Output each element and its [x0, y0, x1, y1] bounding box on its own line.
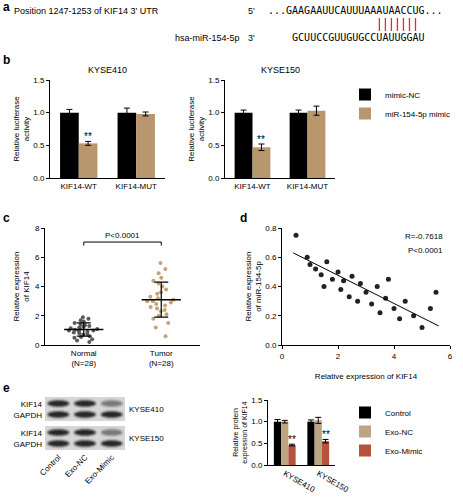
svg-text:Relative luciferaseactivity: Relative luciferaseactivity	[187, 96, 206, 162]
svg-text:b: b	[3, 53, 10, 67]
svg-text:...GAAGAAUUCAUUUAAAUAACCUG...: ...GAAGAAUUCAUUUAAAUAACCUG...	[268, 5, 443, 16]
svg-text:Exo-Mimic: Exo-Mimic	[385, 447, 422, 456]
svg-text:0: 0	[35, 341, 40, 350]
svg-text:0.8: 0.8	[265, 224, 277, 233]
svg-text:Normal(N=28): Normal(N=28)	[71, 349, 97, 368]
svg-text:2: 2	[35, 312, 40, 321]
svg-text:KYSE150: KYSE150	[261, 65, 300, 75]
svg-text:Relative proteinexpression of: Relative proteinexpression of KIF14	[232, 401, 249, 463]
svg-text:a: a	[3, 0, 10, 14]
svg-text:R=-0.7618: R=-0.7618	[405, 232, 443, 241]
svg-text:4: 4	[392, 352, 397, 361]
svg-text:**: **	[257, 134, 265, 145]
svg-text:6: 6	[448, 352, 453, 361]
svg-text:KYSE410: KYSE410	[282, 469, 317, 494]
svg-text:Relative expressionof KIF14: Relative expressionof KIF14	[12, 252, 31, 322]
svg-text:0.6: 0.6	[265, 253, 277, 262]
svg-text:Relative expression of KIF14: Relative expression of KIF14	[315, 372, 418, 381]
svg-text:1.0: 1.0	[208, 108, 220, 117]
svg-text:**: **	[322, 429, 330, 440]
svg-text:0.4: 0.4	[265, 282, 277, 291]
svg-text:c: c	[3, 211, 10, 225]
svg-text:Exo-Mimic: Exo-Mimic	[83, 453, 116, 486]
svg-text:GCUUCCGUUGUGCCUAUUGGAU: GCUUCCGUUGUGCCUAUUGGAU	[292, 32, 424, 43]
svg-text:0.5: 0.5	[251, 439, 263, 448]
svg-text:3': 3'	[248, 33, 255, 43]
svg-text:e: e	[3, 381, 10, 395]
svg-text:Control: Control	[38, 453, 63, 478]
svg-text:1.5: 1.5	[208, 76, 220, 85]
svg-text:1.0: 1.0	[251, 417, 263, 426]
svg-text:2: 2	[336, 352, 341, 361]
svg-text:0.2: 0.2	[265, 312, 277, 321]
svg-text:d: d	[240, 211, 247, 225]
svg-text:Relative expressionof miR-154-: Relative expressionof miR-154-5p	[244, 252, 263, 322]
svg-text:Exo-NC: Exo-NC	[385, 428, 413, 437]
svg-text:KYSE410: KYSE410	[129, 405, 164, 414]
svg-text:mimic-NC: mimic-NC	[385, 91, 420, 100]
svg-text:Position 1247-1253 of KIF14 3': Position 1247-1253 of KIF14 3' UTR	[14, 6, 159, 16]
svg-text:KIF14-MUT: KIF14-MUT	[116, 182, 157, 191]
svg-text:KYSE410: KYSE410	[88, 65, 127, 75]
svg-text:KYSE150: KYSE150	[315, 469, 350, 494]
svg-text:5': 5'	[248, 6, 255, 16]
svg-text:**: **	[84, 131, 92, 142]
svg-text:**: **	[288, 434, 296, 445]
svg-text:Relative luciferaseactivity: Relative luciferaseactivity	[12, 96, 31, 162]
svg-text:1.5: 1.5	[33, 76, 45, 85]
svg-text:Exo-NC: Exo-NC	[63, 453, 89, 479]
svg-text:0: 0	[280, 352, 285, 361]
svg-text:hsa-miR-154-5p: hsa-miR-154-5p	[175, 33, 240, 43]
svg-text:6: 6	[35, 253, 40, 262]
svg-text:KIF14: KIF14	[21, 400, 43, 409]
svg-text:KIF14-WT: KIF14-WT	[234, 182, 271, 191]
svg-text:KIF14-WT: KIF14-WT	[61, 182, 98, 191]
svg-text:KYSE150: KYSE150	[129, 434, 164, 443]
svg-text:4: 4	[35, 282, 40, 291]
svg-text:0.5: 0.5	[208, 141, 220, 150]
svg-text:Tumor(N=28): Tumor(N=28)	[149, 349, 174, 368]
svg-text:Control: Control	[385, 409, 411, 418]
svg-text:P<0.0001: P<0.0001	[408, 246, 443, 255]
svg-text:GAPDH: GAPDH	[14, 440, 43, 449]
svg-text:KIF14-MUT: KIF14-MUT	[287, 182, 328, 191]
svg-text:0.0: 0.0	[208, 174, 220, 183]
svg-text:1.0: 1.0	[33, 108, 45, 117]
svg-text:1.5: 1.5	[251, 396, 263, 405]
svg-text:0.0: 0.0	[33, 174, 45, 183]
svg-text:0.0: 0.0	[251, 461, 263, 470]
svg-text:miR-154-5p mimic: miR-154-5p mimic	[385, 110, 450, 119]
svg-text:0.0: 0.0	[265, 341, 277, 350]
svg-text:GAPDH: GAPDH	[14, 411, 43, 420]
svg-text:KIF14: KIF14	[21, 429, 43, 438]
svg-text:8: 8	[35, 224, 40, 233]
svg-text:0.5: 0.5	[33, 141, 45, 150]
svg-text:P<0.0001: P<0.0001	[105, 231, 140, 240]
